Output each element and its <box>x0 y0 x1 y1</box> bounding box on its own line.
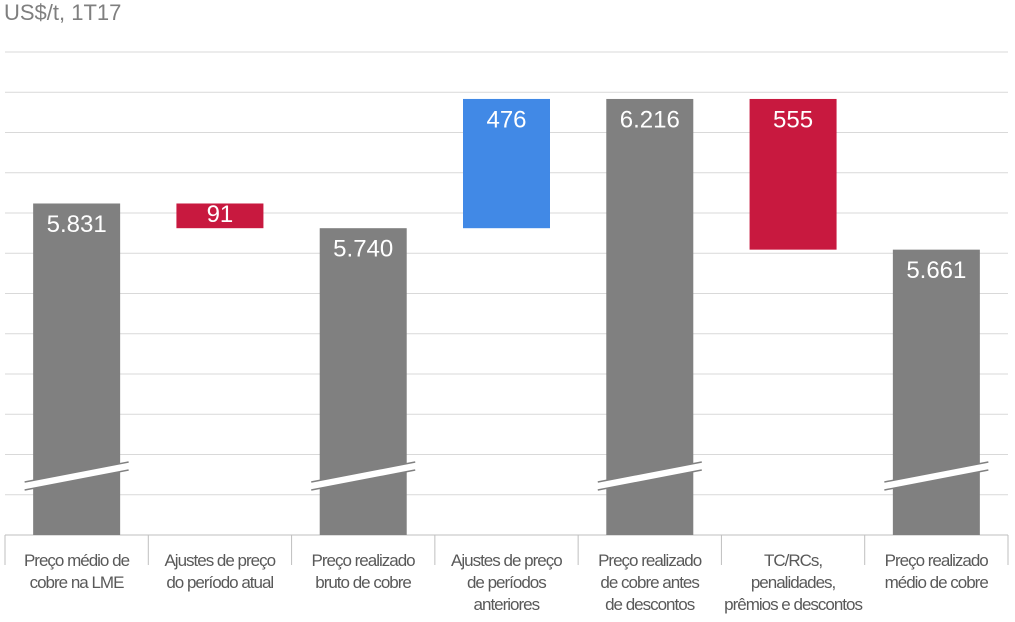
axis-break-line <box>24 469 129 491</box>
bar <box>463 98 550 229</box>
axis-break <box>884 462 989 490</box>
axis-break-line <box>597 469 702 491</box>
x-tick-label: Preço médio de cobre na LME <box>23 551 130 592</box>
bar <box>892 249 980 535</box>
value-label: 476 <box>486 106 526 133</box>
chart-title: US$/t, 1T17 <box>4 0 122 25</box>
axis-break-line <box>884 469 989 491</box>
bar <box>319 228 407 535</box>
x-tick-label: TC/RCs, penalidades, prêmios e descontos <box>724 551 863 614</box>
axis-break <box>311 462 416 490</box>
value-label: 5.661 <box>906 257 966 284</box>
x-tick-label: Ajustes de preço de períodos anteriores <box>451 551 563 614</box>
axis-break-line <box>311 461 416 483</box>
bar <box>749 98 837 250</box>
value-label: 5.740 <box>333 236 393 263</box>
axis-break <box>597 462 702 490</box>
x-tick-label: Ajustes de preço do período atual <box>164 551 276 592</box>
x-tick-label: Preço realizado bruto de cobre <box>311 551 416 592</box>
bar <box>606 98 694 535</box>
axis-break <box>24 462 129 490</box>
bar <box>176 203 264 229</box>
axis-break-line <box>884 461 989 483</box>
value-label: 5.831 <box>47 211 107 238</box>
axis-break-line <box>24 461 129 483</box>
axis-break-line <box>311 469 416 491</box>
x-tick-label: Preço realizado médio de cobre <box>884 551 989 592</box>
value-label: 91 <box>207 201 234 228</box>
x-tick-label: Preço realizado de cobre antes de descon… <box>598 551 702 614</box>
axis-break-line <box>597 461 702 483</box>
value-label: 555 <box>773 106 813 133</box>
value-label: 6.216 <box>620 106 680 133</box>
